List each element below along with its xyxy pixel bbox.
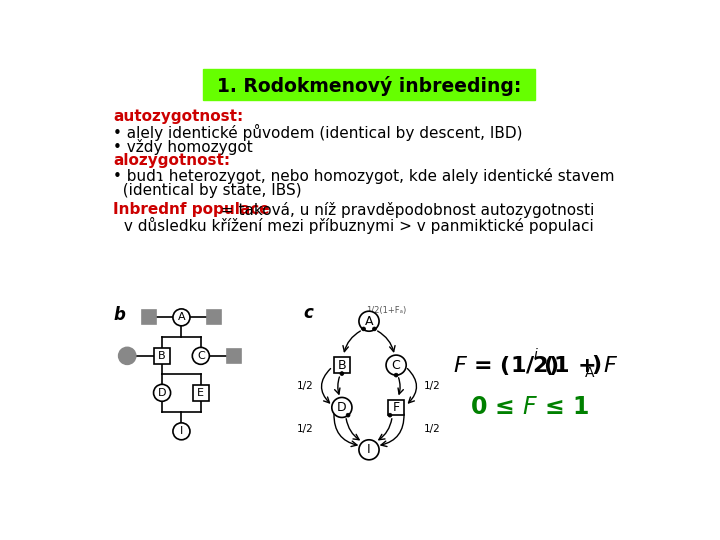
Text: 1/2: 1/2 xyxy=(424,423,441,434)
Text: 1/2: 1/2 xyxy=(297,423,314,434)
Bar xyxy=(207,310,221,325)
Circle shape xyxy=(332,397,352,417)
Text: A: A xyxy=(178,312,185,322)
Text: E: E xyxy=(197,388,204,398)
Text: 1/2(1+Fₐ): 1/2(1+Fₐ) xyxy=(366,306,406,315)
Text: 1. Rodokmenový inbreeding:: 1. Rodokmenový inbreeding: xyxy=(217,76,521,96)
Text: D: D xyxy=(337,401,347,414)
Text: $\mathit{i}$: $\mathit{i}$ xyxy=(533,347,539,362)
Text: v důsledku křížení mezi příbuznymi > v panmiktické populaci: v důsledku křížení mezi příbuznymi > v p… xyxy=(120,217,594,233)
Circle shape xyxy=(173,423,190,440)
Text: b: b xyxy=(113,306,125,324)
Text: ): ) xyxy=(591,355,601,375)
Circle shape xyxy=(361,327,366,331)
FancyBboxPatch shape xyxy=(203,70,535,100)
Bar xyxy=(334,357,350,373)
Text: = taková, u níž pravděpodobnost autozygotnosti: = taková, u níž pravděpodobnost autozygo… xyxy=(216,202,595,218)
Text: Inbrednf populace: Inbrednf populace xyxy=(113,202,270,217)
Circle shape xyxy=(388,413,392,417)
Circle shape xyxy=(372,327,377,331)
Text: I: I xyxy=(180,426,183,436)
Circle shape xyxy=(173,309,190,326)
Bar xyxy=(154,348,170,363)
Circle shape xyxy=(359,440,379,460)
Circle shape xyxy=(192,347,210,365)
Circle shape xyxy=(394,373,398,377)
Circle shape xyxy=(359,311,379,331)
Text: D: D xyxy=(158,388,166,398)
Text: I: I xyxy=(367,443,371,456)
Text: • budɿ heterozygot, nebo homozygot, kde alely identické stavem: • budɿ heterozygot, nebo homozygot, kde … xyxy=(113,168,615,184)
Text: (1 + $\mathit{F}$: (1 + $\mathit{F}$ xyxy=(536,354,618,376)
Text: F: F xyxy=(392,401,400,414)
Text: A: A xyxy=(585,366,595,380)
Text: c: c xyxy=(303,303,313,321)
Bar xyxy=(142,310,156,325)
Text: B: B xyxy=(338,359,346,372)
Text: • vždy homozygot: • vždy homozygot xyxy=(113,139,253,155)
Text: autozygotnost:: autozygotnost: xyxy=(113,110,243,124)
Text: 1/2: 1/2 xyxy=(297,381,314,391)
Circle shape xyxy=(119,347,136,365)
Text: • alely identické původem (identical by descent, IBD): • alely identické původem (identical by … xyxy=(113,124,523,141)
Text: 0 ≤ $\mathit{F}$ ≤ 1: 0 ≤ $\mathit{F}$ ≤ 1 xyxy=(469,395,589,420)
Text: A: A xyxy=(365,315,373,328)
Circle shape xyxy=(346,413,350,417)
Text: C: C xyxy=(197,351,204,361)
Text: 1/2: 1/2 xyxy=(424,381,441,391)
Text: (identical by state, IBS): (identical by state, IBS) xyxy=(113,183,302,198)
Bar xyxy=(388,400,404,415)
Text: alozygotnost:: alozygotnost: xyxy=(113,153,230,168)
Circle shape xyxy=(340,372,344,375)
Circle shape xyxy=(386,355,406,375)
Text: B: B xyxy=(158,351,166,361)
Circle shape xyxy=(153,384,171,401)
Bar xyxy=(228,349,241,363)
Text: C: C xyxy=(392,359,400,372)
Bar xyxy=(193,385,209,401)
Text: $\mathit{F}$ = (1/2): $\mathit{F}$ = (1/2) xyxy=(453,354,559,376)
